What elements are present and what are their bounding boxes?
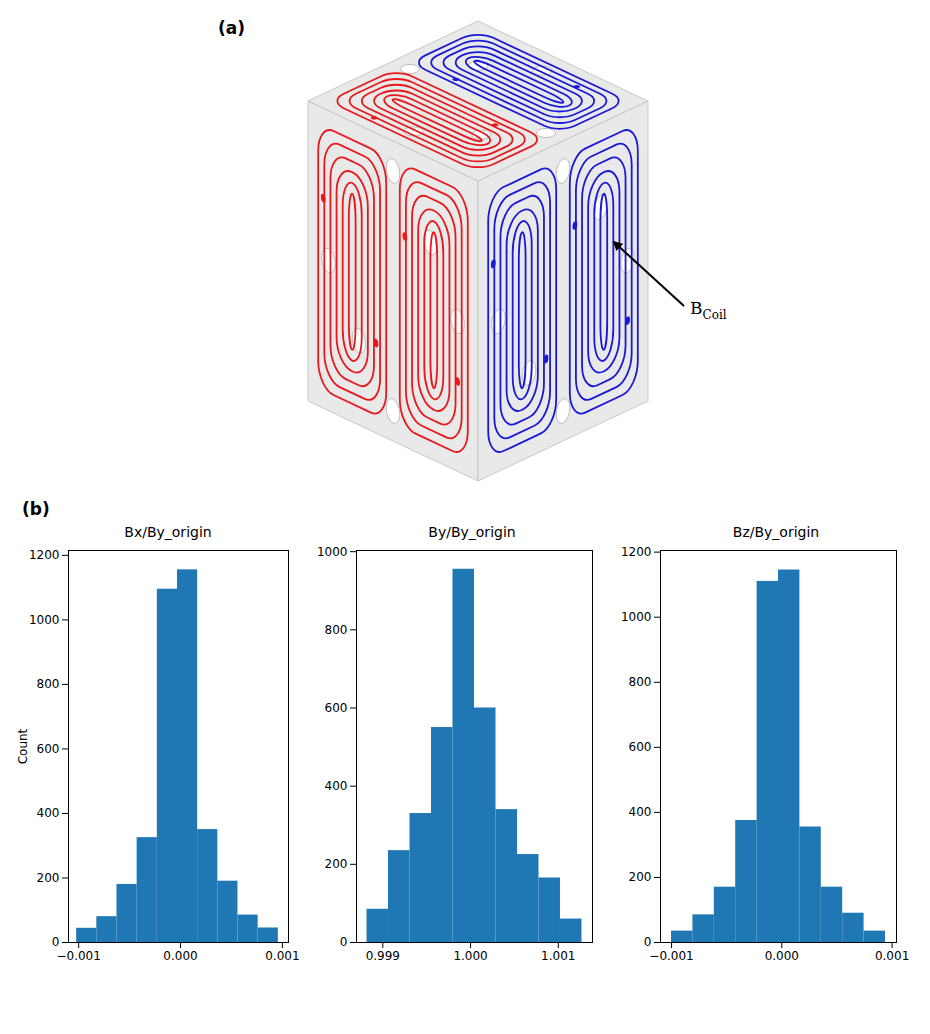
svg-text:600: 600 <box>629 740 652 754</box>
svg-text:−0.001: −0.001 <box>649 949 693 963</box>
svg-text:400: 400 <box>629 805 652 819</box>
svg-text:1.001: 1.001 <box>541 949 575 963</box>
html-text:(b): (b) <box>22 499 50 519</box>
svg-text:800: 800 <box>37 677 60 691</box>
svg-text:800: 800 <box>629 675 652 689</box>
svg-text:1000: 1000 <box>621 610 652 624</box>
svg-text:400: 400 <box>37 806 60 820</box>
svg-text:0.001: 0.001 <box>875 949 909 963</box>
svg-text:800: 800 <box>325 623 348 637</box>
svg-text:0: 0 <box>340 935 348 949</box>
svg-text:200: 200 <box>37 871 60 885</box>
html-text:By/By_origin: By/By_origin <box>428 524 516 540</box>
svg-text:400: 400 <box>325 779 348 793</box>
svg-text:0.999: 0.999 <box>366 949 400 963</box>
svg-text:600: 600 <box>325 701 348 715</box>
svg-text:Count: Count <box>16 728 30 764</box>
svg-text:1200: 1200 <box>621 545 652 559</box>
svg-text:200: 200 <box>629 870 652 884</box>
svg-text:1.000: 1.000 <box>453 949 487 963</box>
svg-text:0: 0 <box>644 935 652 949</box>
svg-text:600: 600 <box>37 742 60 756</box>
html-text:Bx/By_origin: Bx/By_origin <box>124 524 212 540</box>
svg-text:0.000: 0.000 <box>765 949 799 963</box>
svg-text:1200: 1200 <box>29 548 60 562</box>
html-text:Bz/By_origin: Bz/By_origin <box>732 524 820 540</box>
svg-text:0.000: 0.000 <box>163 949 197 963</box>
svg-text:1000: 1000 <box>29 613 60 627</box>
svg-text:200: 200 <box>325 857 348 871</box>
svg-text:0.001: 0.001 <box>265 949 299 963</box>
svg-text:1000: 1000 <box>317 545 348 559</box>
svg-text:(a): (a) <box>218 18 245 38</box>
svg-text:−0.001: −0.001 <box>56 949 100 963</box>
svg-text:BCoil: BCoil <box>690 298 727 322</box>
svg-text:0: 0 <box>52 935 60 949</box>
